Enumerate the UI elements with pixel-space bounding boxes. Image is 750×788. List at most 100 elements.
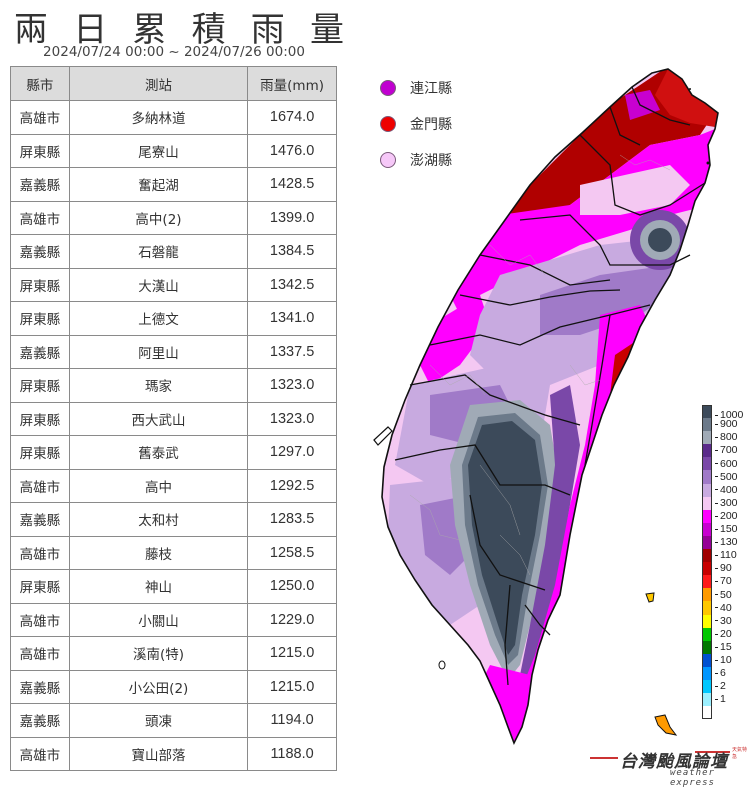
table-row: 嘉義縣 太和村 1283.5 bbox=[10, 502, 337, 537]
table-row: 屏東縣 尾寮山 1476.0 bbox=[10, 133, 337, 168]
station-cell: 寶山部落 bbox=[68, 736, 249, 771]
colorbar-segment bbox=[702, 640, 712, 654]
title-char: 日 bbox=[73, 10, 108, 50]
title-char: 兩 bbox=[14, 10, 48, 50]
colorbar-tick-label: 30 bbox=[715, 615, 732, 627]
county-cell: 高雄市 bbox=[10, 535, 70, 570]
station-cell: 高中(2) bbox=[68, 200, 249, 235]
rainfall-cell: 1384.5 bbox=[247, 234, 337, 269]
rainfall-cell: 1229.0 bbox=[247, 602, 337, 637]
station-cell: 上德文 bbox=[68, 301, 249, 336]
colorbar-tick-label: 400 bbox=[715, 484, 738, 496]
island-legend-item: 連江縣 bbox=[380, 70, 452, 106]
county-cell: 屏東縣 bbox=[10, 267, 70, 302]
station-cell: 瑪家 bbox=[68, 368, 249, 403]
rainfall-cell: 1323.0 bbox=[247, 401, 337, 436]
county-cell: 屏東縣 bbox=[10, 368, 70, 403]
station-cell: 神山 bbox=[68, 569, 249, 604]
county-cell: 嘉義縣 bbox=[10, 334, 70, 369]
station-cell: 溪南(特) bbox=[68, 636, 249, 671]
title-char: 量 bbox=[309, 10, 344, 50]
colorbar-segment bbox=[702, 562, 712, 576]
table-row: 屏東縣 大漢山 1342.5 bbox=[10, 267, 337, 302]
logo-stripe bbox=[695, 751, 730, 753]
station-cell: 小關山 bbox=[68, 602, 249, 637]
colorbar-segment bbox=[702, 431, 712, 445]
colorbar-segment bbox=[702, 666, 712, 680]
rainfall-cell: 1399.0 bbox=[247, 200, 337, 235]
colorbar-tick-label: 15 bbox=[715, 641, 732, 653]
colorbar-tick-label: 90 bbox=[715, 562, 732, 574]
table-row: 屏東縣 西大武山 1323.0 bbox=[10, 401, 337, 436]
colorbar-segment bbox=[702, 509, 712, 523]
island-name: 連江縣 bbox=[410, 81, 452, 97]
colorbar-segment bbox=[702, 575, 712, 589]
colorbar-tick-label: 130 bbox=[715, 536, 738, 548]
station-cell: 頭凍 bbox=[68, 703, 249, 738]
table-row: 嘉義縣 阿里山 1337.5 bbox=[10, 334, 337, 369]
county-cell: 屏東縣 bbox=[10, 401, 70, 436]
station-cell: 太和村 bbox=[68, 502, 249, 537]
rainfall-cell: 1674.0 bbox=[247, 100, 337, 135]
island-legend-item: 澎湖縣 bbox=[380, 142, 452, 178]
island-color-dot-icon bbox=[380, 80, 396, 96]
colorbar-segment bbox=[702, 483, 712, 497]
colorbar-tick-label: 200 bbox=[715, 510, 738, 522]
colorbar-segment bbox=[702, 470, 712, 484]
rainfall-cell: 1342.5 bbox=[247, 267, 337, 302]
county-cell: 高雄市 bbox=[10, 636, 70, 671]
colorbar-tick-label: 300 bbox=[715, 497, 738, 509]
colorbar-segment bbox=[702, 535, 712, 550]
rainfall-cell: 1337.5 bbox=[247, 334, 337, 369]
colorbar-segment bbox=[702, 588, 712, 602]
rainfall-cell: 1250.0 bbox=[247, 569, 337, 604]
table-row: 屏東縣 舊泰武 1297.0 bbox=[10, 435, 337, 470]
rainfall-cell: 1194.0 bbox=[247, 703, 337, 738]
county-cell: 嘉義縣 bbox=[10, 234, 70, 269]
rainfall-cell: 1476.0 bbox=[247, 133, 337, 168]
table-row: 嘉義縣 小公田(2) 1215.0 bbox=[10, 669, 337, 704]
county-cell: 嘉義縣 bbox=[10, 167, 70, 202]
colorbar-segment bbox=[702, 653, 712, 667]
colorbar-segment bbox=[702, 679, 712, 694]
table-row: 屏東縣 神山 1250.0 bbox=[10, 569, 337, 604]
station-cell: 多納林道 bbox=[68, 100, 249, 135]
table-row: 嘉義縣 頭凍 1194.0 bbox=[10, 703, 337, 738]
rainfall-cell: 1341.0 bbox=[247, 301, 337, 336]
island-name: 澎湖縣 bbox=[410, 153, 452, 169]
colorbar-tick-label: 40 bbox=[715, 602, 732, 614]
title-char: 雨 bbox=[250, 10, 285, 50]
table-row: 高雄市 小關山 1229.0 bbox=[10, 602, 337, 637]
colorbar-segment bbox=[702, 444, 712, 458]
table-row: 高雄市 溪南(特) 1215.0 bbox=[10, 636, 337, 671]
county-cell: 高雄市 bbox=[10, 602, 70, 637]
title-char: 累 bbox=[132, 10, 167, 50]
table-row: 屏東縣 瑪家 1323.0 bbox=[10, 368, 337, 403]
county-cell: 屏東縣 bbox=[10, 435, 70, 470]
colorbar-segment bbox=[702, 627, 712, 641]
table-row: 嘉義縣 石磐龍 1384.5 bbox=[10, 234, 337, 269]
station-cell: 奮起湖 bbox=[68, 167, 249, 202]
colorbar-tick-label: 2 bbox=[715, 680, 726, 692]
logo-main-text: 台灣颱風論壇 bbox=[620, 752, 728, 772]
colorbar-tick-label: 70 bbox=[715, 575, 732, 587]
outlying-islands-legend: 連江縣 金門縣 澎湖縣 bbox=[380, 70, 452, 178]
county-cell: 嘉義縣 bbox=[10, 703, 70, 738]
colorbar-segment bbox=[702, 457, 712, 471]
colorbar-segment bbox=[702, 549, 712, 563]
county-cell: 嘉義縣 bbox=[10, 669, 70, 704]
logo-sub-text: weather express bbox=[670, 768, 715, 788]
colorbar-segment bbox=[702, 601, 712, 615]
colorbar-tick-label: 700 bbox=[715, 444, 738, 456]
county-cell: 嘉義縣 bbox=[10, 502, 70, 537]
station-cell: 高中 bbox=[68, 468, 249, 503]
county-cell: 屏東縣 bbox=[10, 301, 70, 336]
colorbar-segment bbox=[702, 614, 712, 628]
table-row: 高雄市 高中 1292.5 bbox=[10, 468, 337, 503]
rainfall-cell: 1188.0 bbox=[247, 736, 337, 771]
colorbar-tick-label: 1 bbox=[715, 693, 726, 705]
header-station: 測站 bbox=[68, 66, 249, 101]
table-row: 高雄市 多納林道 1674.0 bbox=[10, 100, 337, 135]
colorbar-segment bbox=[702, 706, 712, 720]
taiwan-rainfall-map bbox=[373, 68, 719, 745]
